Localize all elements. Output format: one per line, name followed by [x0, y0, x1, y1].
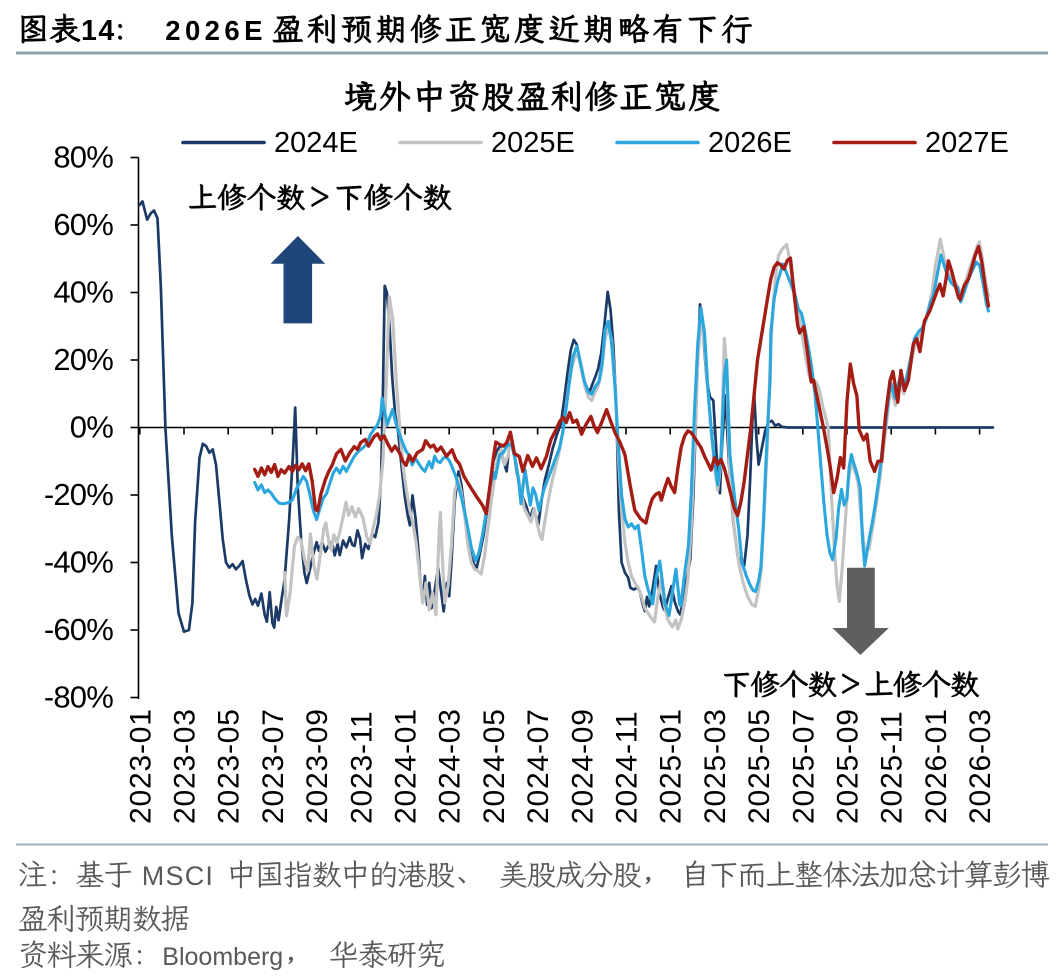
svg-text:2025E: 2025E [491, 127, 575, 159]
svg-text:2025-07: 2025-07 [787, 708, 820, 824]
svg-text:14: 14 [81, 15, 116, 47]
svg-text:-20%: -20% [44, 477, 113, 512]
svg-text:-80%: -80% [44, 680, 113, 715]
svg-text:2024-11: 2024-11 [611, 711, 644, 824]
svg-text:2023-09: 2023-09 [301, 708, 334, 824]
svg-text:2025-05: 2025-05 [743, 708, 776, 824]
svg-text:2025-03: 2025-03 [699, 708, 732, 824]
svg-text:2024-07: 2024-07 [522, 708, 555, 824]
svg-text:2024E: 2024E [274, 127, 358, 159]
svg-text:40%: 40% [53, 275, 113, 310]
svg-text:2026E: 2026E [165, 15, 267, 46]
svg-text:2023-07: 2023-07 [257, 708, 290, 824]
svg-text:20%: 20% [53, 342, 113, 377]
svg-text:0%: 0% [70, 410, 113, 445]
svg-text:60%: 60% [53, 207, 113, 242]
svg-text:2025-11: 2025-11 [876, 711, 909, 824]
svg-text:2024-09: 2024-09 [566, 708, 599, 824]
svg-text:2023-03: 2023-03 [169, 708, 202, 824]
svg-text:80%: 80% [53, 140, 113, 175]
svg-text:2023-11: 2023-11 [345, 711, 378, 824]
svg-text:2025-09: 2025-09 [832, 708, 865, 824]
svg-text:Bloomberg: Bloomberg [162, 943, 283, 971]
svg-text:-40%: -40% [44, 545, 113, 580]
svg-text:2024-05: 2024-05 [478, 708, 511, 824]
svg-text:2026E: 2026E [708, 127, 792, 159]
svg-text:2027E: 2027E [925, 127, 1009, 159]
svg-text:2024-01: 2024-01 [390, 708, 423, 824]
svg-text:2024-03: 2024-03 [434, 708, 467, 824]
svg-text:MSCI: MSCI [142, 861, 214, 891]
svg-text:2023-05: 2023-05 [213, 708, 246, 824]
svg-text:2023-01: 2023-01 [124, 708, 157, 824]
svg-text:2025-01: 2025-01 [655, 708, 688, 824]
svg-text:-60%: -60% [44, 612, 113, 647]
svg-text:2026-01: 2026-01 [920, 708, 953, 824]
svg-text:2026-03: 2026-03 [964, 708, 997, 824]
